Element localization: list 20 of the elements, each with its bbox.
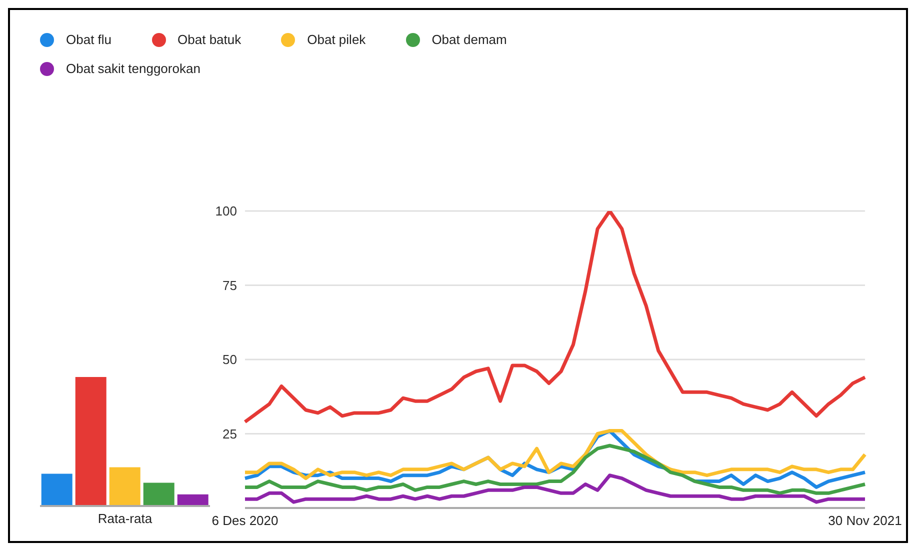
x-tick-label: 6 Des 2020 [212,513,278,528]
line-series [243,474,867,504]
y-tick-label: 50 [222,352,237,368]
legend-label: Obat demam [432,32,507,47]
line-series [243,211,867,424]
y-tick-label: 75 [222,278,237,293]
y-tick-label: 25 [222,426,237,442]
bar [75,377,106,506]
bar [109,467,140,506]
x-tick-label: 30 Nov 2021 [828,513,902,528]
y-tick-label: 100 [215,204,237,219]
legend-label: Obat flu [66,32,112,47]
bar [177,494,208,506]
line-series [243,444,867,495]
bar [41,474,72,506]
legend-label: Obat sakit tenggorokan [66,61,200,76]
x-tick-label: Rata-rata [98,511,153,526]
legend-label: Obat batuk [178,32,242,47]
legend-label: Obat pilek [307,32,366,47]
bar [143,482,174,506]
